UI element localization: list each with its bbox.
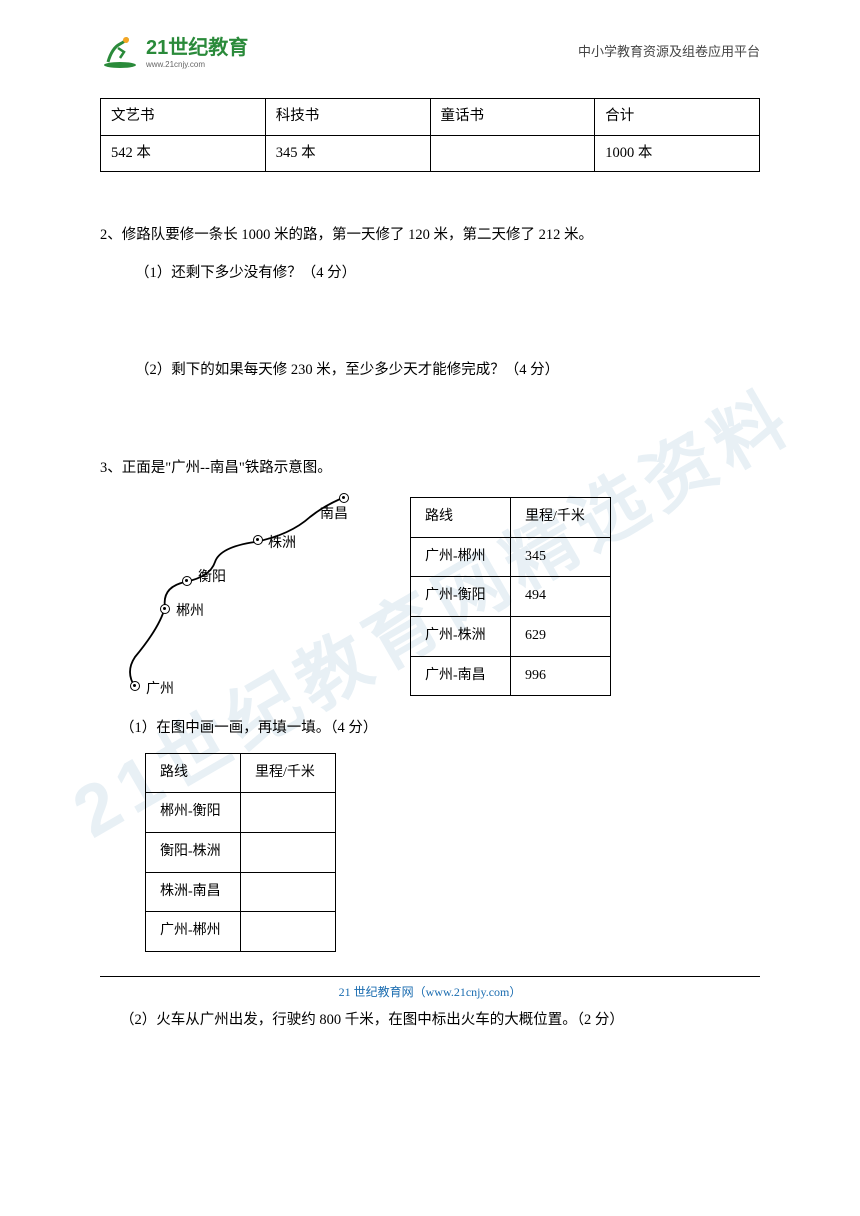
city-label-guangzhou: 广州 xyxy=(146,677,174,704)
table-cell: 广州-郴州 xyxy=(146,912,241,952)
table-cell: 郴州-衡阳 xyxy=(146,793,241,833)
table-cell: 株洲-南昌 xyxy=(146,872,241,912)
sub-question-2-1: （1）还剩下多少没有修？（4 分） xyxy=(100,260,760,288)
table-header-cell: 路线 xyxy=(146,753,241,793)
table-cell: 衡阳-株洲 xyxy=(146,833,241,873)
fill-table: 路线 里程/千米 郴州-衡阳 衡阳-株洲 株洲-南昌 广州-郴州 xyxy=(145,753,336,952)
table-cell: 1000 本 xyxy=(595,135,760,172)
table-cell xyxy=(430,135,595,172)
table-cell: 996 xyxy=(511,656,611,696)
question-text: 3、正面是"广州--南昌"铁路示意图。 xyxy=(100,455,760,483)
table-row: 文艺书 科技书 童话书 合计 xyxy=(101,99,760,136)
logo-area: 21世纪教育 www.21cnjy.com xyxy=(100,30,248,70)
table-cell: 345 xyxy=(511,537,611,577)
city-label-chenzhou: 郴州 xyxy=(176,599,204,626)
table-cell-empty xyxy=(241,912,336,952)
table-cell: 629 xyxy=(511,617,611,657)
city-label-zhuzhou: 株洲 xyxy=(268,531,296,558)
table-cell-empty xyxy=(241,793,336,833)
table-header-cell: 里程/千米 xyxy=(241,753,336,793)
table-row: 542 本 345 本 1000 本 xyxy=(101,135,760,172)
table-row: 广州-郴州 xyxy=(146,912,336,952)
sub-question-2-2: （2）剩下的如果每天修 230 米，至少多少天才能修完成？（4 分） xyxy=(100,357,760,385)
table-cell: 广州-衡阳 xyxy=(411,577,511,617)
table-row: 广州-南昌 996 xyxy=(411,656,611,696)
table-header-cell: 里程/千米 xyxy=(511,498,611,538)
table-row: 广州-株洲 629 xyxy=(411,617,611,657)
footer-text: 21 世纪教育网（www.21cnjy.com） xyxy=(100,977,760,1000)
railway-map: 南昌 株洲 衡阳 郴州 广州 xyxy=(110,487,380,707)
table-cell: 345 本 xyxy=(265,135,430,172)
question-3: 3、正面是"广州--南昌"铁路示意图。 南昌 株洲 衡阳 郴州 广州 xyxy=(100,455,760,1035)
table-header-cell: 科技书 xyxy=(265,99,430,136)
city-label-nanchang: 南昌 xyxy=(320,502,348,529)
logo-title: 21世纪教育 xyxy=(146,31,248,60)
route-table: 路线 里程/千米 广州-郴州 345 广州-衡阳 494 广州-株洲 629 xyxy=(410,497,611,696)
table-cell: 广州-郴州 xyxy=(411,537,511,577)
table-cell-empty xyxy=(241,872,336,912)
question-text: 2、修路队要修一条长 1000 米的路，第一天修了 120 米，第二天修了 21… xyxy=(100,222,760,250)
table-cell: 广州-株洲 xyxy=(411,617,511,657)
table-row: 株洲-南昌 xyxy=(146,872,336,912)
header-right-text: 中小学教育资源及组卷应用平台 xyxy=(578,41,760,60)
table-row: 广州-郴州 345 xyxy=(411,537,611,577)
table-row: 郴州-衡阳 xyxy=(146,793,336,833)
table-header-cell: 文艺书 xyxy=(101,99,266,136)
question-2: 2、修路队要修一条长 1000 米的路，第一天修了 120 米，第二天修了 21… xyxy=(100,222,760,385)
sub-question-3-1: （1）在图中画一画，再填一填。（4 分） xyxy=(100,715,760,743)
logo-subtitle: www.21cnjy.com xyxy=(146,60,248,69)
table-cell: 广州-南昌 xyxy=(411,656,511,696)
table-row: 路线 里程/千米 xyxy=(146,753,336,793)
table-header-cell: 路线 xyxy=(411,498,511,538)
table-row: 广州-衡阳 494 xyxy=(411,577,611,617)
table-cell: 494 xyxy=(511,577,611,617)
table-header-cell: 童话书 xyxy=(430,99,595,136)
table-cell: 542 本 xyxy=(101,135,266,172)
books-table: 文艺书 科技书 童话书 合计 542 本 345 本 1000 本 xyxy=(100,98,760,172)
page-footer: 21 世纪教育网（www.21cnjy.com） xyxy=(100,976,760,1000)
page-header: 21世纪教育 www.21cnjy.com 中小学教育资源及组卷应用平台 xyxy=(0,0,860,80)
table-row: 衡阳-株洲 xyxy=(146,833,336,873)
logo-icon xyxy=(100,30,140,70)
table-row: 路线 里程/千米 xyxy=(411,498,611,538)
sub-question-3-2: （2）火车从广州出发，行驶约 800 千米，在图中标出火车的大概位置。（2 分） xyxy=(100,1007,760,1035)
city-label-hengyang: 衡阳 xyxy=(198,565,226,592)
table-header-cell: 合计 xyxy=(595,99,760,136)
footer-link-text: 21 世纪教育网（www.21cnjy.com） xyxy=(339,985,522,999)
table-cell-empty xyxy=(241,833,336,873)
